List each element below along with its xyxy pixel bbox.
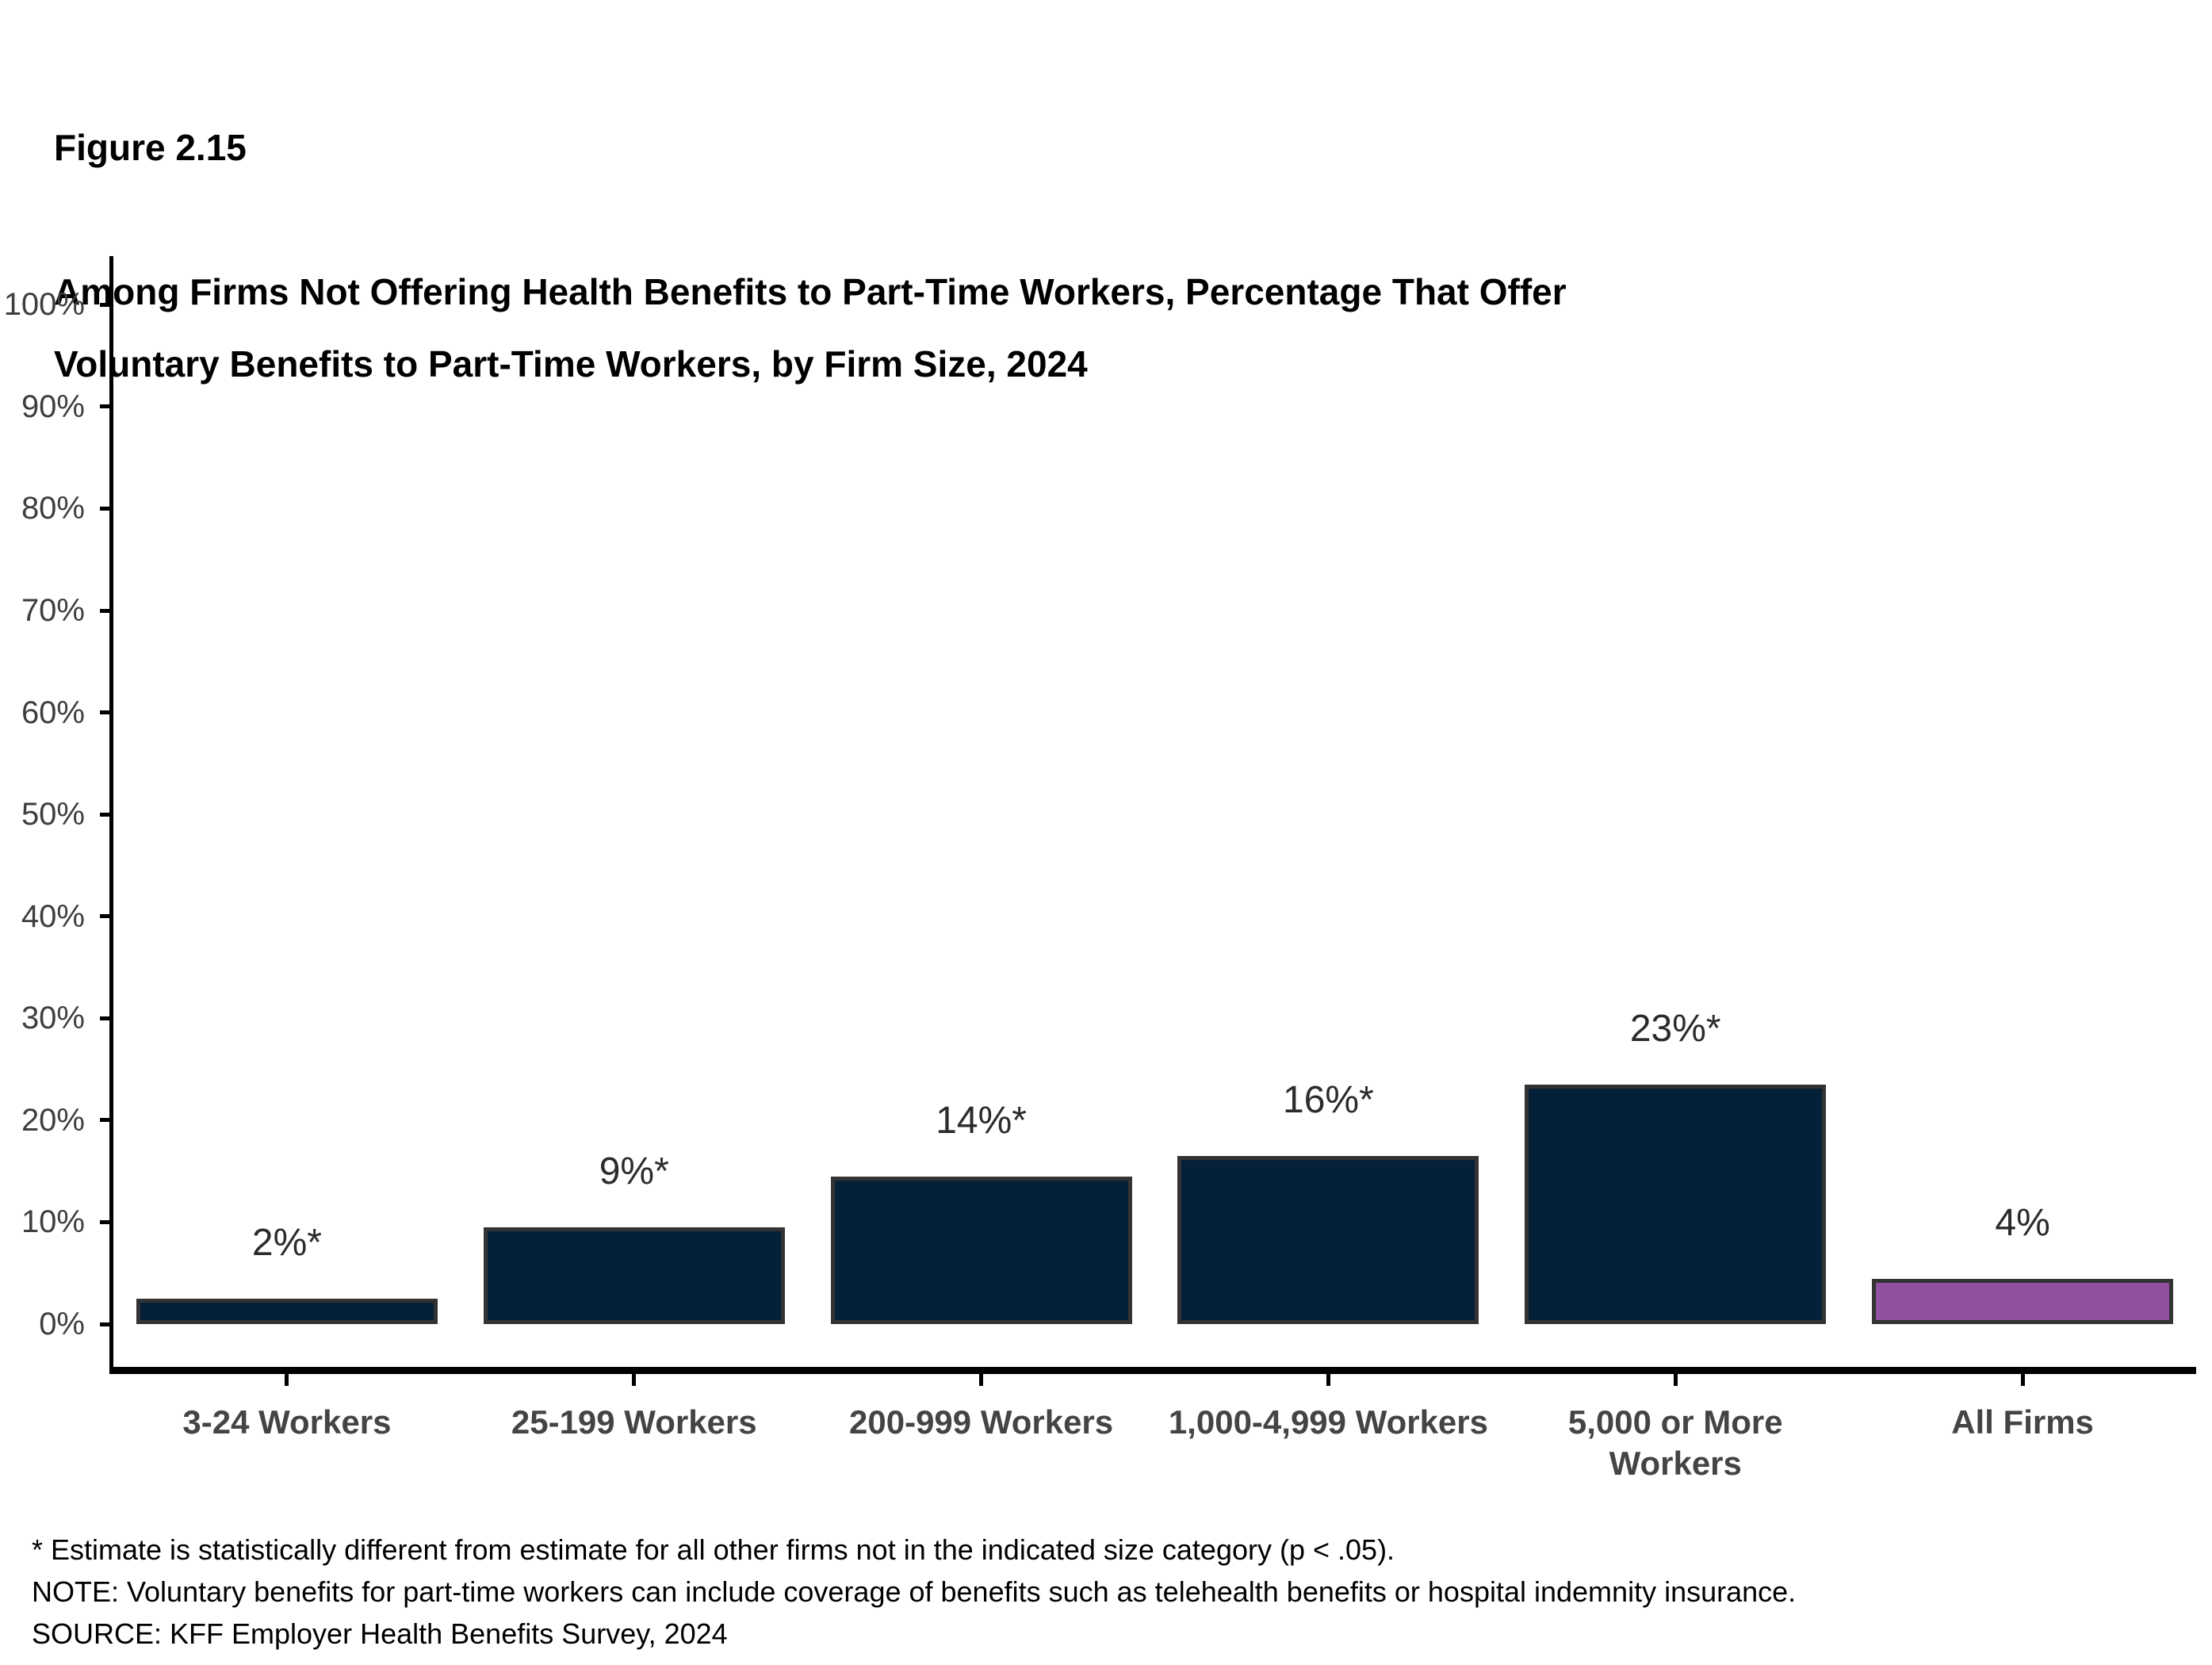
figure-header: Figure 2.15 Among Firms Not Offering Hea… — [54, 40, 1567, 473]
bar — [483, 1227, 785, 1324]
y-axis-tick-label: 30% — [21, 1001, 85, 1036]
bar-chart-plot-area: 0% 10% 20% 30% 40% 50% 60% 70% 80% 90% 100% 2%* 3-24… — [4, 256, 2196, 1482]
y-axis-tick-label: 40% — [21, 898, 85, 934]
y-axis-tick — [100, 1118, 109, 1123]
x-axis-tick — [285, 1374, 289, 1386]
x-axis-tick — [1326, 1374, 1330, 1386]
category-label: 25-199 Workers — [511, 1403, 757, 1441]
y-axis-tick — [100, 710, 109, 715]
footnote-note: NOTE: Voluntary benefits for part-time w… — [32, 1575, 1797, 1608]
y-axis-tick — [100, 914, 109, 919]
y-axis-tick-label: 10% — [21, 1204, 85, 1240]
bar-value-label: 14%* — [936, 1100, 1027, 1143]
category-label: All Firms — [1951, 1403, 2094, 1441]
y-axis-tick-label: 20% — [21, 1102, 85, 1138]
y-axis-tick — [100, 812, 109, 817]
x-axis-tick — [632, 1374, 637, 1386]
y-axis-tick — [100, 1016, 109, 1020]
bar — [136, 1299, 438, 1324]
footnotes: * Estimate is statistically different fr… — [32, 1529, 1796, 1655]
category-label: 200-999 Workers — [849, 1403, 1114, 1441]
bar-value-label: 9%* — [599, 1150, 669, 1193]
y-axis-tick-label: 60% — [21, 695, 85, 730]
y-axis-tick — [100, 608, 109, 613]
y-axis-tick — [100, 404, 109, 409]
category-label: 5,000 or More Workers — [1567, 1403, 1783, 1482]
bar — [1177, 1156, 1479, 1324]
bar-value-label: 16%* — [1283, 1079, 1374, 1122]
figure-title: Among Firms Not Offering Health Benefits… — [54, 271, 1567, 385]
y-axis-tick-label: 80% — [21, 491, 85, 526]
y-axis-tick-label: 0% — [39, 1307, 85, 1342]
y-axis-tick — [100, 1322, 109, 1326]
y-axis-tick — [100, 302, 109, 307]
bar — [1872, 1278, 2174, 1324]
bar — [1525, 1085, 1827, 1324]
category-label: 1,000-4,999 Workers — [1168, 1403, 1488, 1441]
y-axis-tick-label: 50% — [21, 797, 85, 832]
footnote-source: SOURCE: KFF Employer Health Benefits Sur… — [32, 1617, 728, 1650]
bar-value-label: 4% — [1995, 1201, 2050, 1244]
x-axis-tick — [2020, 1374, 2025, 1386]
figure-number: Figure 2.15 — [54, 127, 247, 168]
y-axis-tick-label: 90% — [21, 388, 85, 424]
bar — [830, 1177, 1132, 1324]
y-axis-tick-label: 100% — [3, 287, 85, 323]
x-axis-tick — [979, 1374, 984, 1386]
y-axis-tick — [100, 506, 109, 511]
footnote-asterisk: * Estimate is statistically different fr… — [32, 1533, 1395, 1566]
x-axis-tick — [1673, 1374, 1678, 1386]
bar-value-label: 2%* — [251, 1222, 322, 1265]
category-label: 3-24 Workers — [182, 1403, 392, 1441]
y-axis-tick — [100, 1219, 109, 1224]
y-axis-tick-label: 70% — [21, 593, 85, 628]
bar-value-label: 23%* — [1629, 1008, 1721, 1051]
